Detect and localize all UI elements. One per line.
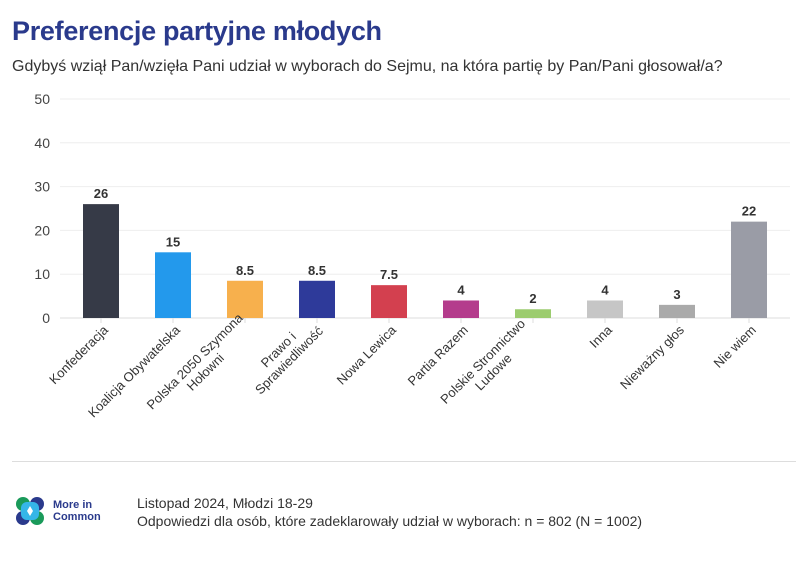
bar xyxy=(299,280,335,318)
footer-note: Listopad 2024, Młodzi 18-29 Odpowiedzi d… xyxy=(137,494,642,530)
data-label: 2 xyxy=(529,291,536,306)
bar xyxy=(83,204,119,318)
logo-text: More in Common xyxy=(53,499,101,523)
x-tick-label: Nie wiem xyxy=(711,322,759,370)
y-tick-label: 20 xyxy=(34,222,50,238)
bar xyxy=(659,304,695,318)
data-label: 4 xyxy=(601,282,609,297)
x-tick-label: Konfederacja xyxy=(46,322,111,387)
divider xyxy=(12,461,796,462)
bar xyxy=(443,300,479,318)
data-label: 3 xyxy=(673,287,680,302)
data-label: 8.5 xyxy=(308,263,326,278)
data-label: 7.5 xyxy=(380,267,398,282)
bar xyxy=(515,309,551,318)
x-tick-label: Prawo iSprawiedliwość xyxy=(241,312,326,397)
data-label: 22 xyxy=(742,204,756,219)
x-tick-label: Inna xyxy=(586,322,615,351)
data-label: 4 xyxy=(457,282,465,297)
data-label: 26 xyxy=(94,186,108,201)
x-tick-label: Polska 2050 SzymonaHołowni xyxy=(144,310,257,423)
footer-line-1: Listopad 2024, Młodzi 18-29 xyxy=(137,495,313,511)
x-tick-label-line: Nie wiem xyxy=(711,322,759,370)
footer-line-2: Odpowiedzi dla osób, które zadeklarowały… xyxy=(137,513,643,529)
data-label: 8.5 xyxy=(236,263,254,278)
page-title: Preferencje partyjne młodych xyxy=(12,16,382,46)
x-tick-label: Nieważny głos xyxy=(617,322,687,392)
more-in-common-logo: More in Common xyxy=(15,496,101,526)
bar xyxy=(587,300,623,318)
bar xyxy=(731,221,767,318)
y-tick-label: 40 xyxy=(34,135,50,151)
x-tick-label-line: Konfederacja xyxy=(46,322,111,387)
x-tick-label-line: Polska 2050 Szymona xyxy=(144,310,247,413)
y-tick-label: 50 xyxy=(34,91,50,107)
bar xyxy=(155,252,191,318)
data-label: 15 xyxy=(166,234,180,249)
y-tick-label: 30 xyxy=(34,179,50,195)
bar xyxy=(227,280,263,318)
x-tick-label-line: Nieważny głos xyxy=(617,322,687,392)
x-tick-label-line: Nowa Lewica xyxy=(334,322,400,388)
bar xyxy=(371,285,407,318)
y-tick-label: 10 xyxy=(34,266,50,282)
chart-subtitle: Gdybyś wziął Pan/wzięła Pani udział w wy… xyxy=(12,58,723,75)
y-tick-label: 0 xyxy=(42,310,50,326)
logo-icon xyxy=(16,497,44,525)
x-tick-label: Nowa Lewica xyxy=(334,322,400,388)
x-tick-label-line: Inna xyxy=(586,322,615,351)
